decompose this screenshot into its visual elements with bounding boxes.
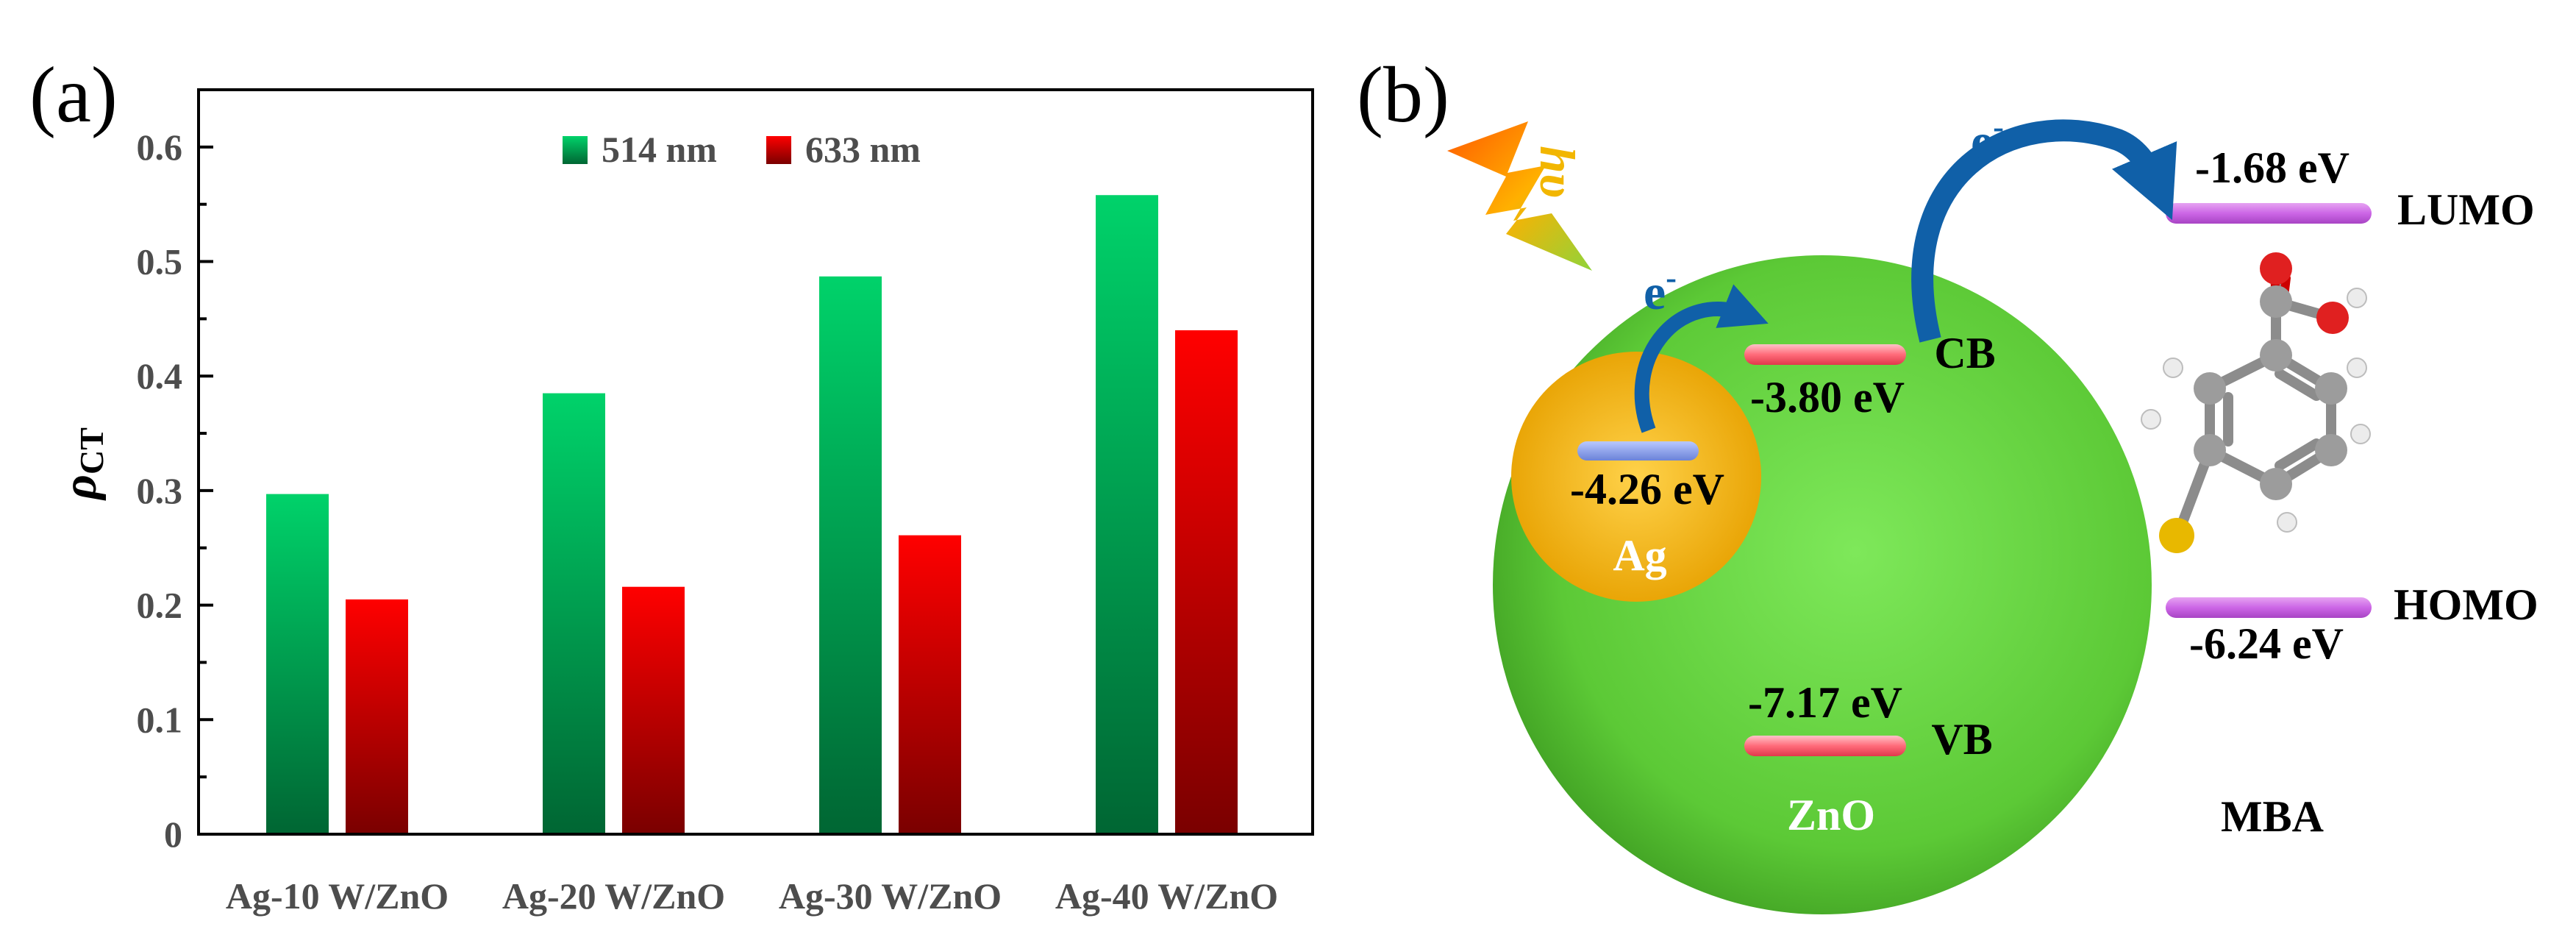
homo-level-bar <box>2166 597 2372 618</box>
y-tick-label: 0 <box>164 814 182 855</box>
vb-label: VB <box>1931 715 1992 764</box>
zno-label: ZnO <box>1787 791 1875 839</box>
lumo-level-bar <box>2166 203 2372 224</box>
panel-a-label: (a) <box>29 51 118 139</box>
y-axis-ticks: 0 0.1 0.2 0.3 0.4 0.5 0.6 <box>137 127 213 855</box>
electron-label-1: e- <box>1644 260 1677 320</box>
x-tick-label: Ag-30 W/ZnO <box>779 875 1002 917</box>
bar-633nm-ag-30-w-zno <box>899 535 961 834</box>
legend-label-633: 633 nm <box>805 129 921 170</box>
ag-energy: -4.26 eV <box>1570 465 1724 513</box>
ag-level-bar <box>1577 441 1699 460</box>
legend: 514 nm 633 nm <box>563 129 921 170</box>
mba-molecule-icon <box>2141 252 2371 553</box>
x-axis-labels: Ag-10 W/ZnO Ag-20 W/ZnO Ag-30 W/ZnO Ag-40 W… <box>226 875 1278 917</box>
legend-swatch-633 <box>766 136 791 164</box>
mba-label: MBA <box>2221 792 2324 841</box>
x-tick-label: Ag-40 W/ZnO <box>1055 875 1278 917</box>
bar-633nm-ag-10-w-zno <box>346 599 408 834</box>
ag-sphere <box>1511 352 1761 602</box>
vb-energy: -7.17 eV <box>1748 678 1902 727</box>
plot-frame <box>197 88 1314 836</box>
cb-level-bar <box>1744 344 1906 365</box>
electron-label-2: e- <box>1971 109 2004 169</box>
panel-b-label: (b) <box>1357 51 1449 139</box>
y-tick-label: 0.1 <box>137 699 183 740</box>
legend-label-514: 514 nm <box>602 129 717 170</box>
ag-label: Ag <box>1613 531 1666 580</box>
bar-514nm-ag-10-w-zno <box>266 494 329 834</box>
bar-514nm-ag-30-w-zno <box>819 276 882 835</box>
y-tick-label: 0.6 <box>137 127 183 168</box>
y-tick-label: 0.3 <box>137 470 183 511</box>
cb-energy: -3.80 eV <box>1750 373 1905 422</box>
ag-to-cb-arrow <box>1634 284 1769 433</box>
y-tick-label: 0.4 <box>137 355 183 396</box>
y-axis-label: ρCT <box>53 427 110 501</box>
bar-514nm-ag-20-w-zno <box>543 393 605 834</box>
legend-swatch-514 <box>563 136 588 164</box>
x-tick-label: Ag-10 W/ZnO <box>226 875 449 917</box>
cb-label: CB <box>1934 329 1995 377</box>
bars <box>266 195 1238 835</box>
bar-514nm-ag-40-w-zno <box>1096 195 1158 834</box>
light-bolt-icon <box>1447 121 1592 271</box>
light-symbol: hυ <box>1530 146 1585 198</box>
x-tick-label: Ag-20 W/ZnO <box>502 875 725 917</box>
y-tick-label: 0.2 <box>137 585 183 626</box>
vb-level-bar <box>1744 736 1906 756</box>
lumo-label: LUMO <box>2397 185 2535 234</box>
bar-chart: 0 0.1 0.2 0.3 0.4 0.5 0.6 Ag-10 W/ZnO Ag-20 W/Z… <box>53 88 1314 917</box>
homo-energy: -6.24 eV <box>2189 619 2344 668</box>
homo-label: HOMO <box>2394 580 2538 629</box>
y-tick-label: 0.5 <box>137 241 183 282</box>
lumo-energy: -1.68 eV <box>2195 143 2350 192</box>
bar-633nm-ag-40-w-zno <box>1175 330 1238 834</box>
cb-to-lumo-arrow <box>1911 119 2177 343</box>
bar-633nm-ag-20-w-zno <box>622 586 685 834</box>
